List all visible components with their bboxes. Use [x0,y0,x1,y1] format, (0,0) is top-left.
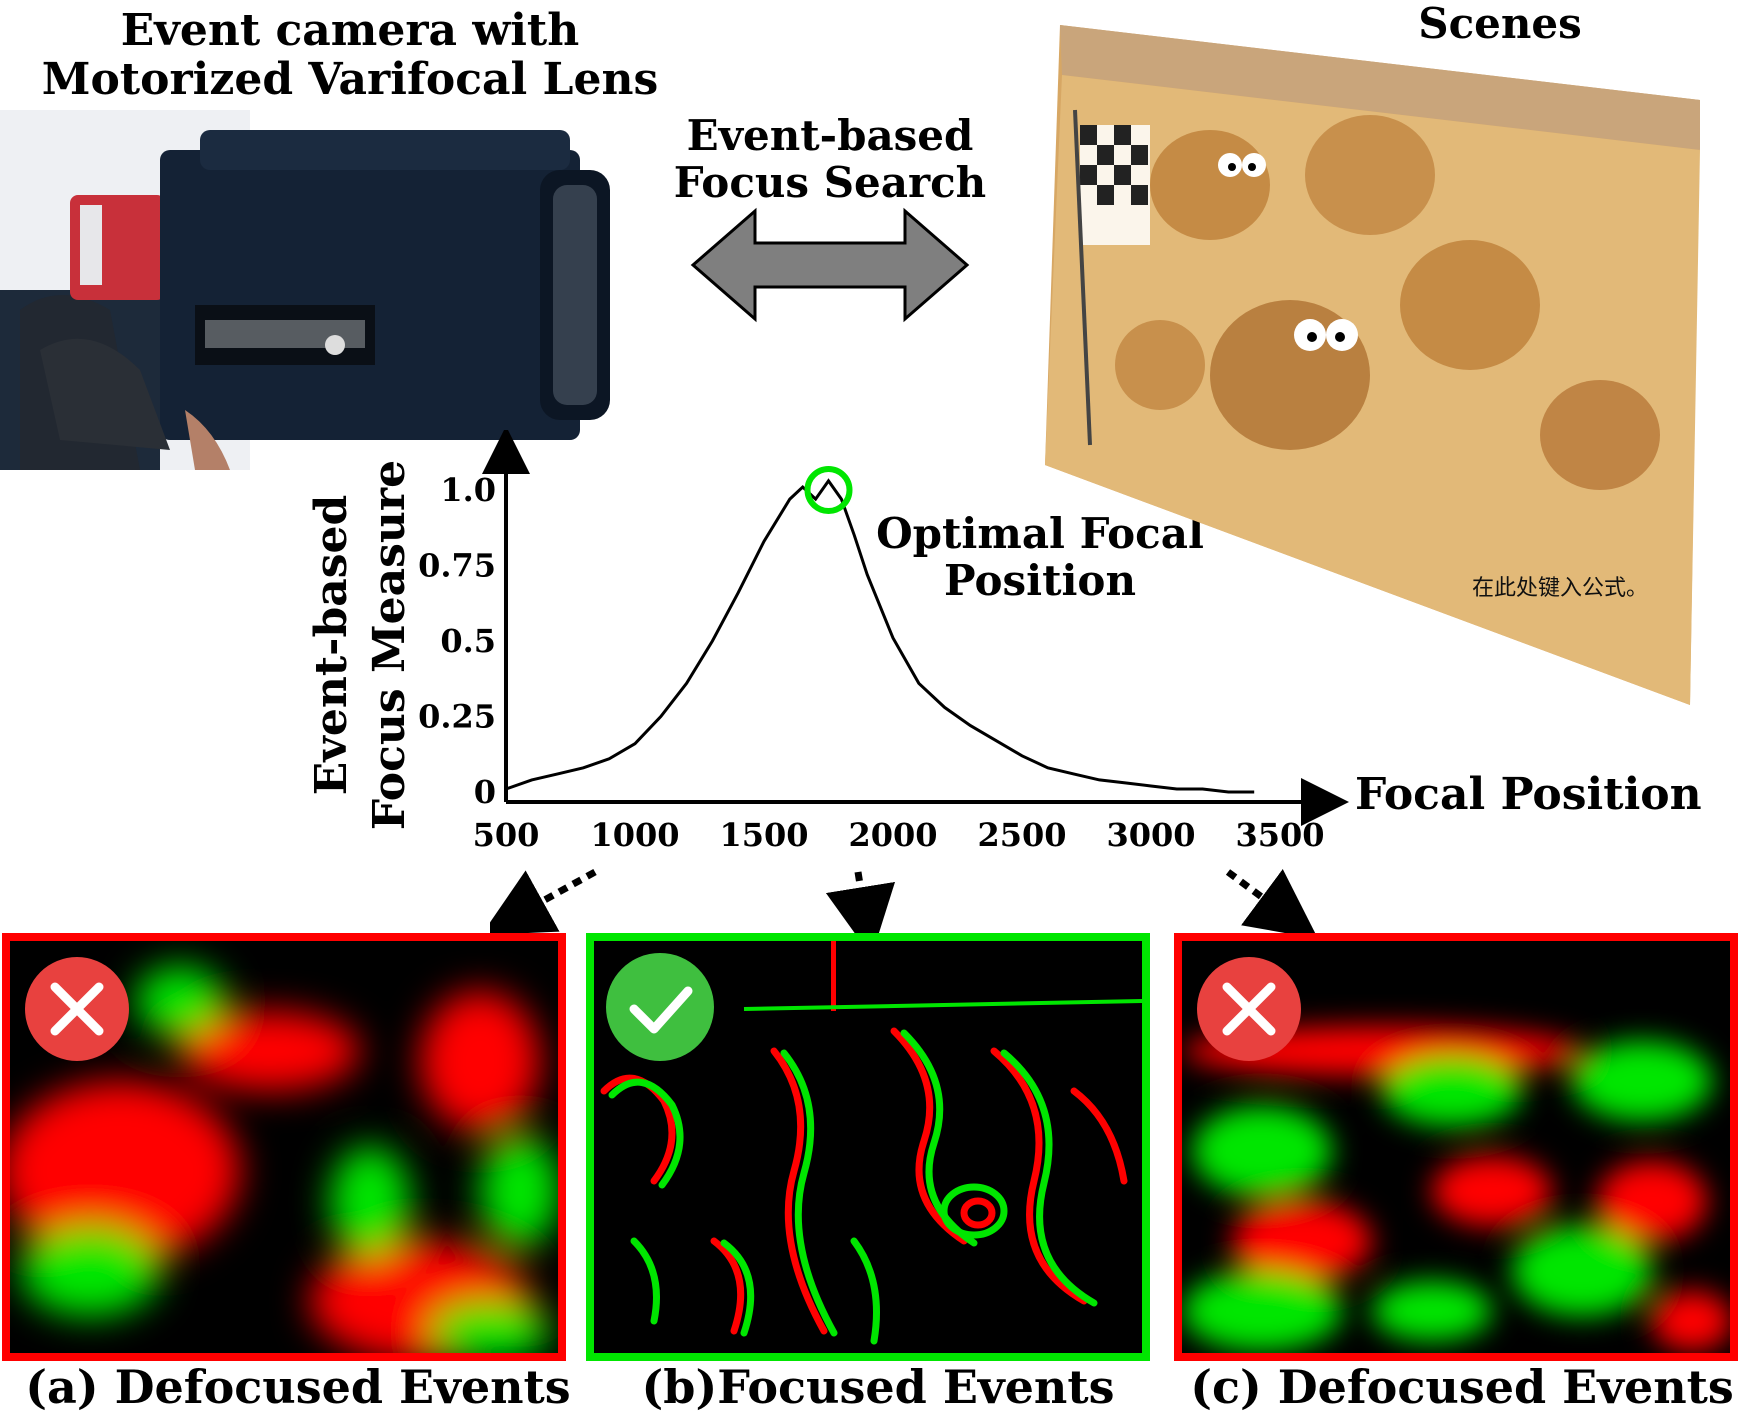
scene-poster-image [1045,25,1700,705]
y-tick-label: 0.25 [418,698,496,736]
panel-b-focused [586,933,1150,1361]
x-tick-label: 2000 [848,816,937,854]
caption-b: (b)Focused Events [641,1360,1115,1414]
caption-a: (a) Defocused Events [25,1360,571,1414]
x-tick-label: 500 [473,816,540,854]
formula-placeholder-text: 在此处键入公式。 [1472,576,1649,601]
scenes-title: Scenes [1418,0,1582,48]
optimal-point-marker [804,466,853,514]
lens-housing [160,150,580,440]
caption-c: (c) Defocused Events [1190,1360,1734,1414]
pointer-arrows [490,868,1319,940]
pointer-arrow-b [825,871,896,940]
panel-a-defocused [2,933,566,1361]
focus-measure-curve [505,478,1255,794]
focus-search-label: Event-based Focus Search [673,111,987,208]
y-tick-label: 0.75 [418,547,496,585]
check-icon [606,953,714,1061]
focus-measure-chart: 0 0.25 0.5 0.75 1.0 500 1000 1500 2000 2500 3000 3… [306,430,1349,854]
panel-c-defocused [1174,933,1738,1361]
x-tick-label: 3500 [1235,816,1324,854]
optimal-focal-position-label: Optimal Focal Position [876,509,1204,606]
x-tick-label: 1000 [590,816,679,854]
x-tick-label: 1500 [719,816,808,854]
focal-position-axis-label: Focal Position [1355,769,1702,820]
pointer-arrow-a [490,868,597,935]
y-tick-label: 0.5 [440,622,496,660]
event-camera-image [0,110,610,470]
x-tick-label: 3000 [1106,816,1195,854]
x-tick-label: 2500 [977,816,1066,854]
y-tick-label: 0 [474,773,496,811]
y-axis-label: Event-based Focus Measure [306,460,415,830]
y-tick-label: 1.0 [440,471,496,509]
pointer-arrow-c [1225,869,1319,939]
camera-title: Event camera with Motorized Varifocal Le… [41,5,659,106]
bidirectional-arrow [690,207,970,323]
